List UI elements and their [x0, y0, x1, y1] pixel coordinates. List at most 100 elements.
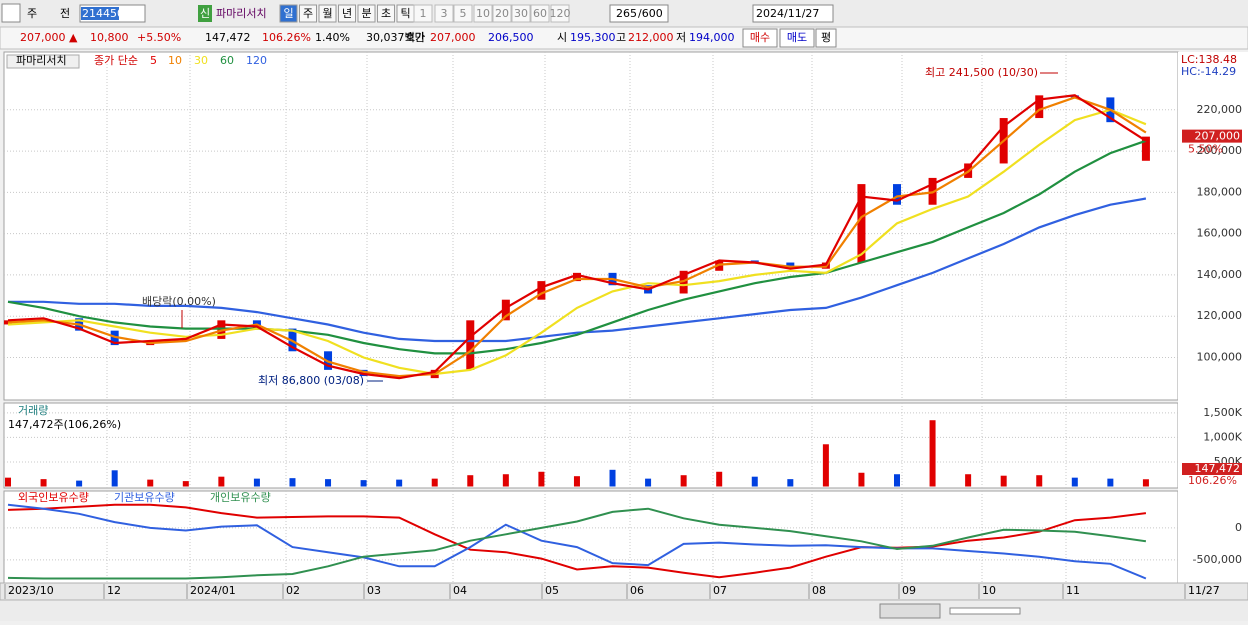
quote-item: 1.40%: [315, 31, 350, 44]
unit-button[interactable]: [434, 4, 454, 23]
count-max: /600: [638, 7, 663, 20]
x-tick-label: 2023/10: [8, 584, 54, 597]
change: 5.50%: [1188, 143, 1223, 156]
annotation: 최고 241,500 (10/30): [925, 66, 1038, 79]
unit-button[interactable]: [453, 4, 473, 23]
period-button[interactable]: [357, 4, 376, 23]
button[interactable]: [815, 28, 837, 48]
period-button[interactable]: [377, 4, 395, 23]
unit-label[interactable]: 120: [550, 7, 571, 20]
unit-label[interactable]: 10: [476, 7, 490, 20]
volume-bar: [253, 478, 260, 487]
button[interactable]: [779, 28, 815, 48]
legend-item: 기관보유수량: [114, 491, 175, 504]
date[interactable]: 2024/11/27: [756, 7, 819, 20]
unit-button[interactable]: [530, 4, 550, 23]
legend-title: 종가 단순: [94, 54, 138, 67]
volume-bar: [787, 479, 794, 487]
candle: [1141, 136, 1150, 161]
x-tick-label: 11: [1066, 584, 1080, 597]
candle: [537, 281, 546, 300]
date-box[interactable]: [752, 4, 834, 23]
button-label[interactable]: 평: [821, 31, 831, 44]
stock-name[interactable]: 파마리서치: [216, 7, 267, 20]
prev[interactable]: 전: [60, 7, 70, 20]
line: [7, 96, 1147, 378]
code[interactable]: 214450: [82, 7, 124, 20]
period-button[interactable]: [338, 4, 356, 23]
unit-label[interactable]: 60: [533, 7, 547, 20]
panel-title: 거래량: [18, 404, 48, 417]
count[interactable]: 265: [616, 7, 637, 20]
y-tick-label: 180,000: [1197, 185, 1243, 198]
candle: [857, 184, 866, 263]
unit-label[interactable]: 5: [460, 7, 467, 20]
period-label[interactable]: 틱: [400, 7, 410, 20]
quote-item: 저: [676, 31, 686, 44]
quote-item: 206,500: [488, 31, 534, 44]
unit-button[interactable]: [511, 4, 531, 23]
button[interactable]: [742, 28, 778, 48]
period-button[interactable]: [299, 4, 317, 23]
last-box: [1182, 129, 1242, 143]
unit-button[interactable]: [473, 4, 493, 23]
unit-label[interactable]: 1: [420, 7, 427, 20]
period-label[interactable]: 초: [381, 7, 391, 20]
quote-item: 212,000: [628, 31, 674, 44]
button-label[interactable]: 매수: [750, 31, 770, 44]
volume-bar: [1036, 475, 1043, 487]
period-label[interactable]: 일: [283, 6, 293, 20]
unit-button[interactable]: [413, 4, 433, 23]
volume-bar: [645, 478, 652, 487]
volume-bar: [360, 480, 367, 487]
period-label[interactable]: 월: [322, 7, 332, 20]
volume-bar: [431, 478, 438, 487]
quote-item: 10,800: [90, 31, 129, 44]
volume-bar: [858, 472, 865, 487]
unit-button[interactable]: [492, 4, 512, 23]
last-volume: 147,472: [1195, 462, 1241, 475]
legend-item: 외국인보유수량: [18, 491, 89, 504]
volume-bar: [111, 470, 118, 487]
menu-icon[interactable]: [1, 3, 21, 23]
line: [7, 507, 1147, 580]
unit-label[interactable]: 3: [441, 7, 448, 20]
count-box[interactable]: [609, 4, 669, 23]
period-button[interactable]: [318, 4, 337, 23]
x-tick-label: 10: [982, 584, 996, 597]
volume-bar: [929, 420, 936, 487]
y-tick-label: 100,000: [1197, 350, 1243, 363]
mode[interactable]: 주: [27, 7, 37, 20]
unit-label[interactable]: 30: [514, 7, 528, 20]
quote-item: 30,037백만: [366, 31, 425, 44]
quote-item: 호가: [405, 31, 425, 44]
annotation: 배당락(0.00%): [142, 295, 216, 308]
annotation: 최저 86,800 (03/08): [258, 374, 364, 387]
legend-item: 5: [150, 54, 157, 67]
zoom-slider[interactable]: [949, 607, 1021, 615]
period-label[interactable]: 년: [342, 7, 352, 20]
new-icon: [198, 5, 212, 22]
legend-box: [6, 54, 80, 69]
x-tick-label: 05: [545, 584, 559, 597]
volume-bar: [716, 471, 723, 487]
volume-bar: [894, 474, 900, 487]
unit-label[interactable]: 20: [495, 7, 509, 20]
y-tick-label: 120,000: [1197, 309, 1243, 322]
volume-bar: [5, 477, 11, 487]
volume-bar: [467, 475, 474, 487]
candle: [466, 320, 475, 370]
button-label[interactable]: 매도: [787, 31, 807, 44]
panel-subtitle: 147,472주(106,26%): [8, 418, 121, 431]
period-label[interactable]: 분: [361, 7, 371, 20]
playback[interactable]: [879, 603, 941, 619]
x-tick-label: 09: [902, 584, 916, 597]
period-button[interactable]: [279, 4, 298, 23]
volume-bar: [1142, 479, 1149, 487]
unit-button[interactable]: [550, 4, 570, 23]
y-tick-label: 1,500K: [1203, 406, 1242, 419]
quote-item: 106.26%: [262, 31, 311, 44]
volume-bar: [1071, 477, 1078, 487]
period-label[interactable]: 주: [303, 7, 313, 20]
